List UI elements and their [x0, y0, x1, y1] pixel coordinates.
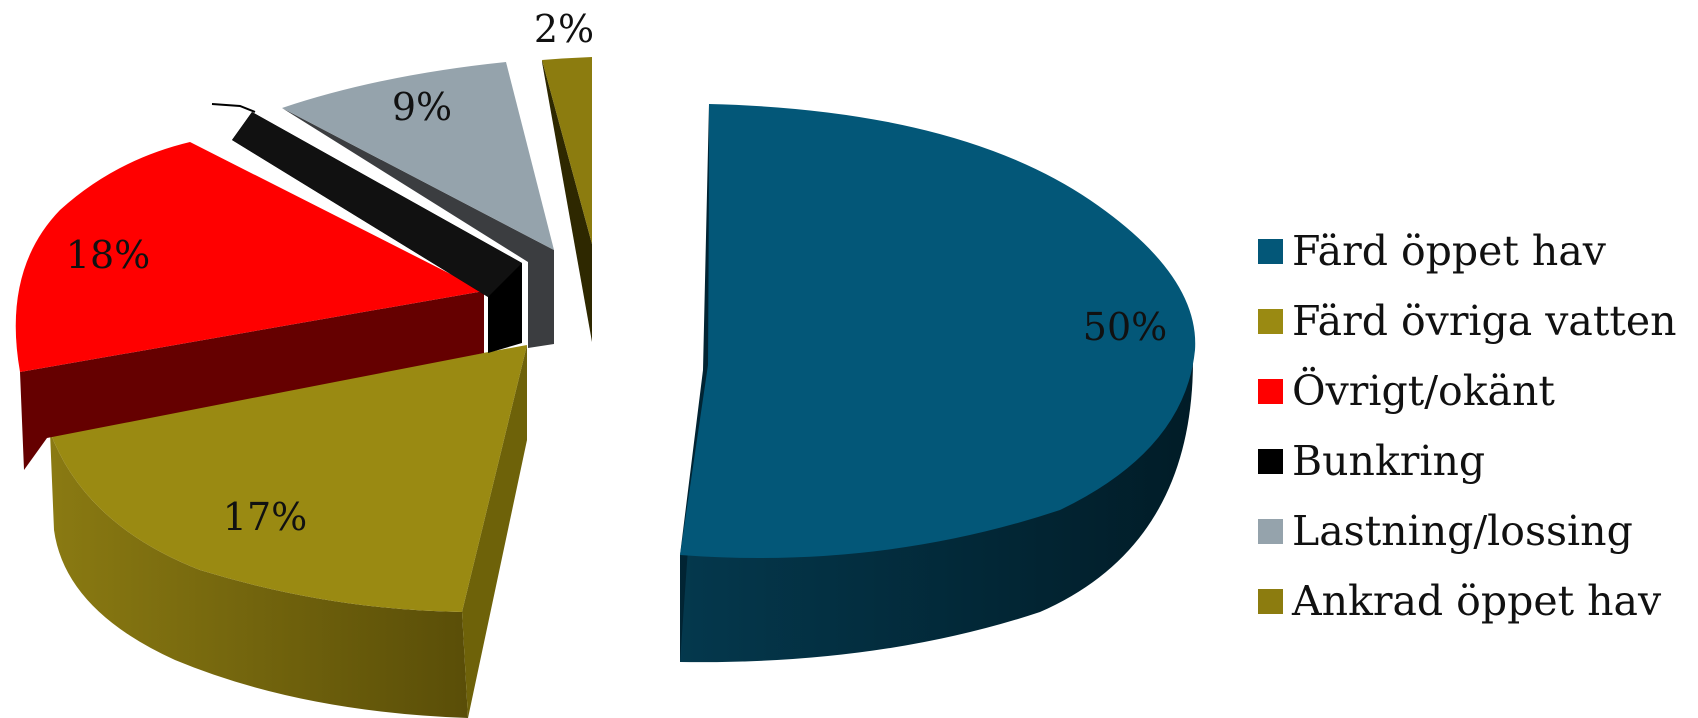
- pie-slice-ovrigt-okant: 18%: [15, 142, 484, 470]
- legend-swatch-bunkring: [1258, 448, 1283, 474]
- pie-slice-lastning-lossing: 9%: [282, 62, 554, 348]
- legend-label-fard-ovriga-vatten: Färd övriga vatten: [1292, 297, 1677, 345]
- legend-item-ankrad-oppet-hav: Ankrad öppet hav: [1258, 566, 1677, 636]
- legend-item-ovrigt-okant: Övrigt/okänt: [1258, 356, 1677, 426]
- legend-swatch-fard-oppet-hav: [1258, 238, 1283, 264]
- slice-label-lastning-lossing: 9%: [392, 85, 452, 129]
- pie-slice-fard-oppet-hav: 50%: [680, 104, 1196, 663]
- slice-label-ankrad-oppet-hav: 2%: [534, 7, 594, 51]
- legend-swatch-fard-ovriga-vatten: [1258, 308, 1283, 334]
- pie-slice-ankrad-oppet-hav: 2%: [534, 7, 594, 342]
- pie-slice-bunkring: [211, 103, 522, 353]
- chart-legend: Färd öppet hav Färd övriga vatten Övrigt/o…: [1258, 216, 1677, 636]
- slice-label-ovrigt-okant: 18%: [66, 233, 150, 277]
- legend-item-lastning-lossing: Lastning/lossing: [1258, 496, 1677, 566]
- legend-label-ovrigt-okant: Övrigt/okänt: [1292, 367, 1555, 415]
- legend-swatch-ankrad-oppet-hav: [1258, 588, 1283, 614]
- legend-label-fard-oppet-hav: Färd öppet hav: [1292, 227, 1606, 275]
- legend-swatch-lastning-lossing: [1258, 518, 1283, 544]
- legend-item-bunkring: Bunkring: [1258, 426, 1677, 496]
- legend-label-ankrad-oppet-hav: Ankrad öppet hav: [1292, 577, 1662, 625]
- slice-label-fard-ovriga-vatten: 17%: [223, 495, 307, 539]
- bunkring-leader-line: [211, 103, 256, 113]
- slice-label-fard-oppet-hav: 50%: [1083, 305, 1167, 349]
- legend-item-fard-ovriga-vatten: Färd övriga vatten: [1258, 286, 1677, 356]
- legend-swatch-ovrigt-okant: [1258, 378, 1283, 404]
- legend-label-lastning-lossing: Lastning/lossing: [1292, 507, 1633, 555]
- legend-label-bunkring: Bunkring: [1292, 437, 1486, 485]
- legend-item-fard-oppet-hav: Färd öppet hav: [1258, 216, 1677, 286]
